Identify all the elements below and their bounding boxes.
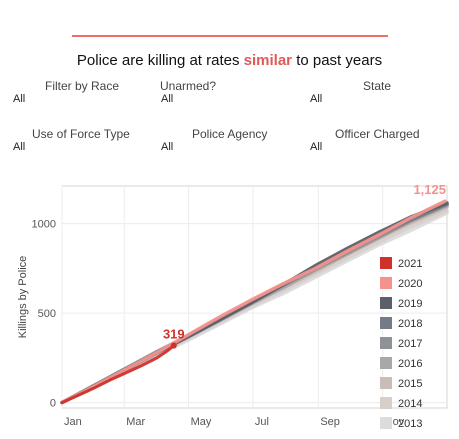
legend-label-2020: 2020 [398, 278, 422, 290]
legend-label-2017: 2017 [398, 338, 422, 350]
filter-unarmed-dropdown[interactable]: All [161, 93, 174, 105]
legend-swatch-2021 [380, 257, 392, 269]
filter-agency-dropdown[interactable]: All [161, 141, 174, 153]
legend-label-2013: 2013 [398, 418, 422, 430]
filter-state-dropdown[interactable]: All [310, 93, 323, 105]
filter-officer-charged-label: Officer Charged [335, 127, 420, 141]
filter-agency-label: Police Agency [192, 127, 268, 141]
filter-race-dropdown[interactable]: All [13, 93, 26, 105]
title-accent-rule [72, 35, 388, 37]
legend-label-2019: 2019 [398, 298, 422, 310]
x-tick-label: May [191, 416, 212, 428]
legend-swatch-2014 [380, 397, 392, 409]
x-tick-label: Jan [64, 416, 82, 428]
filter-unarmed-label: Unarmed? [160, 79, 217, 93]
legend-swatch-2019 [380, 297, 392, 309]
y-tick-label: 1000 [32, 219, 56, 231]
filter-state-label: State [363, 79, 392, 93]
filter-force-type-dropdown[interactable]: All [13, 141, 26, 153]
annotation-2021: 319 [163, 327, 185, 342]
y-tick-label: 0 [50, 398, 56, 410]
legend-swatch-2016 [380, 357, 392, 369]
title-highlight: similar [243, 52, 293, 69]
series-line-2020 [60, 199, 447, 405]
legend-swatch-2020 [380, 277, 392, 289]
y-tick-label: 500 [38, 308, 56, 320]
series-line-2021 [60, 344, 176, 405]
legend-label-2014: 2014 [398, 398, 422, 410]
series-endpoint-2021 [170, 342, 177, 349]
legend-label-2018: 2018 [398, 318, 422, 330]
legend-swatch-2015 [380, 377, 392, 389]
x-tick-label: Jul [255, 416, 269, 428]
filter-officer-charged-dropdown[interactable]: All [310, 141, 323, 153]
legend-label-2016: 2016 [398, 358, 422, 370]
legend-label-2015: 2015 [398, 378, 422, 390]
legend-swatch-2013 [380, 417, 392, 429]
legend-swatch-2017 [380, 337, 392, 349]
chart-title: Police are killing at rates similar to p… [76, 52, 383, 69]
x-tick-label: Mar [126, 416, 145, 428]
legend-swatch-2018 [380, 317, 392, 329]
legend-label-2021: 2021 [398, 258, 422, 270]
filter-race-label: Filter by Race [45, 79, 120, 93]
filter-force-type-label: Use of Force Type [32, 127, 130, 141]
annotation-2020: 1,125 [413, 182, 446, 197]
y-axis-label: Killings by Police [17, 256, 29, 339]
x-tick-label: Sep [320, 416, 340, 428]
